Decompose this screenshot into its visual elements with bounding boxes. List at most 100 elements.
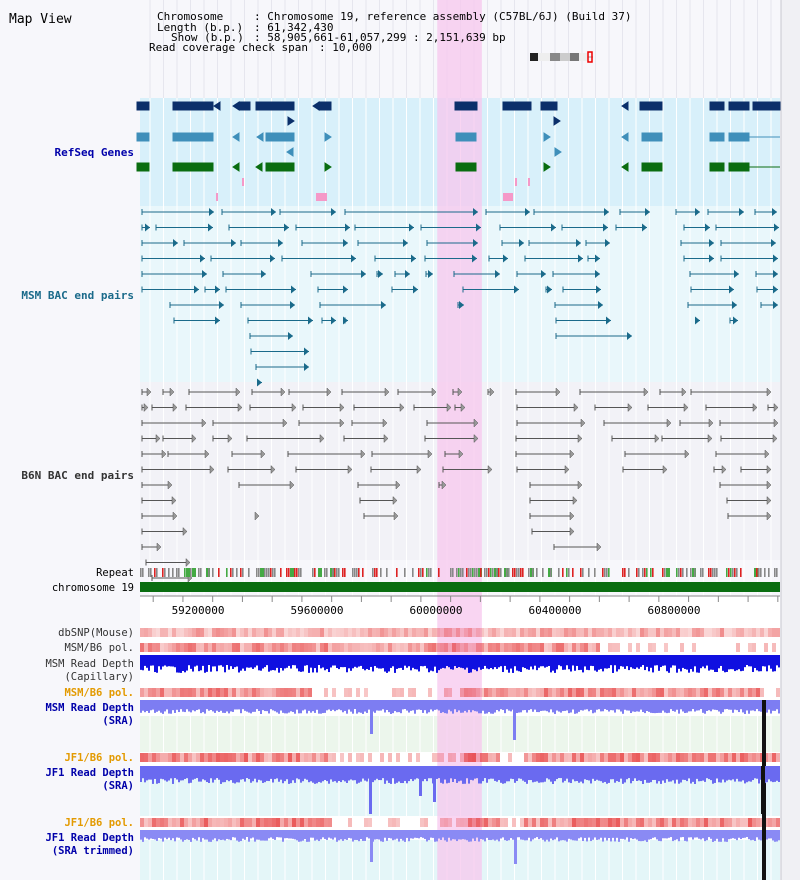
depth-bar[interactable] (198, 766, 200, 782)
depth-bar[interactable] (212, 655, 214, 667)
polymorphism-cell[interactable] (360, 643, 364, 652)
depth-bar[interactable] (154, 830, 156, 840)
polymorphism-cell[interactable] (684, 753, 688, 762)
bac-end-arrow[interactable] (209, 464, 215, 475)
depth-bar[interactable] (296, 655, 298, 669)
bac-end-arrow[interactable] (378, 270, 383, 278)
repeat-element[interactable] (628, 568, 630, 577)
bac-end-arrow[interactable] (732, 301, 737, 309)
polymorphism-cell[interactable] (212, 628, 216, 637)
polymorphism-cell[interactable] (596, 628, 600, 637)
repeat-element[interactable] (712, 568, 714, 577)
depth-bar[interactable] (604, 766, 606, 782)
depth-bar[interactable] (362, 766, 364, 779)
depth-bar[interactable] (772, 700, 774, 711)
polymorphism-cell[interactable] (592, 688, 596, 697)
depth-bar[interactable] (296, 766, 298, 779)
depth-bar[interactable] (746, 700, 748, 711)
polymorphism-cell[interactable] (764, 628, 768, 637)
depth-bar[interactable] (678, 830, 680, 842)
bac-end-arrow[interactable] (473, 418, 479, 428)
polymorphism-cell[interactable] (504, 688, 508, 697)
depth-bar[interactable] (262, 766, 264, 783)
polymorphism-cell[interactable] (336, 643, 340, 652)
depth-bar[interactable] (496, 700, 498, 710)
depth-bar[interactable] (494, 766, 496, 781)
polymorphism-cell[interactable] (640, 688, 644, 697)
polymorphism-cell[interactable] (616, 818, 620, 827)
depth-bar[interactable] (536, 830, 538, 838)
depth-bar[interactable] (720, 830, 722, 842)
polymorphism-cell[interactable] (208, 753, 212, 762)
polymorphism-cell[interactable] (532, 818, 536, 827)
depth-bar[interactable] (160, 766, 162, 779)
gene-feature[interactable] (728, 162, 750, 172)
polymorphism-cell[interactable] (584, 818, 588, 827)
repeat-element[interactable] (186, 568, 190, 577)
depth-bar[interactable] (566, 830, 568, 842)
depth-bar[interactable] (446, 700, 448, 714)
depth-bar[interactable] (592, 830, 594, 840)
depth-bar[interactable] (164, 700, 166, 712)
depth-bar[interactable] (752, 830, 754, 840)
repeat-element[interactable] (496, 568, 498, 577)
repeat-element[interactable] (472, 568, 474, 577)
depth-bar[interactable] (378, 700, 380, 711)
depth-bar[interactable] (406, 766, 408, 784)
depth-bar[interactable] (256, 830, 258, 840)
depth-bar[interactable] (416, 700, 418, 710)
polymorphism-cell[interactable] (436, 753, 440, 762)
depth-bar[interactable] (282, 655, 284, 671)
depth-bar[interactable] (294, 655, 296, 666)
repeat-element[interactable] (594, 568, 596, 577)
depth-bar[interactable] (468, 830, 470, 842)
depth-bar[interactable] (600, 766, 602, 782)
polymorphism-cell[interactable] (280, 818, 284, 827)
depth-bar[interactable] (660, 700, 662, 713)
bac-end-arrow[interactable] (569, 526, 575, 537)
gene-arrow[interactable] (286, 147, 294, 157)
polymorphism-cell[interactable] (404, 643, 408, 652)
polymorphism-cell[interactable] (548, 688, 552, 697)
depth-bar[interactable] (684, 655, 686, 669)
depth-bar[interactable] (306, 766, 308, 780)
depth-bar[interactable] (242, 700, 244, 710)
depth-bar[interactable] (758, 700, 760, 712)
polymorphism-cell[interactable] (640, 818, 644, 827)
depth-bar[interactable] (286, 655, 288, 668)
depth-bar[interactable] (454, 766, 456, 779)
polymorphism-cell[interactable] (328, 643, 332, 652)
polymorphism-cell[interactable] (708, 818, 712, 827)
depth-bar[interactable] (770, 655, 772, 669)
bac-end-arrow[interactable] (595, 270, 600, 278)
depth-bar[interactable] (726, 700, 728, 710)
depth-bar[interactable] (358, 830, 360, 842)
depth-bar[interactable] (198, 700, 200, 710)
depth-bar[interactable] (330, 655, 332, 668)
polymorphism-cell[interactable] (464, 628, 468, 637)
repeat-element[interactable] (268, 568, 270, 577)
polymorphism-cell[interactable] (608, 628, 612, 637)
polymorphism-cell[interactable] (520, 688, 524, 697)
depth-bar[interactable] (176, 655, 178, 673)
depth-bar[interactable] (644, 700, 646, 714)
polymorphism-cell[interactable] (296, 628, 300, 637)
polymorphism-cell[interactable] (276, 818, 280, 827)
repeat-element[interactable] (190, 568, 192, 577)
depth-bar[interactable] (218, 830, 220, 840)
polymorphism-cell[interactable] (268, 643, 272, 652)
depth-bar[interactable] (302, 655, 304, 672)
polymorphism-cell[interactable] (724, 688, 728, 697)
depth-bar[interactable] (160, 700, 162, 713)
repeat-element[interactable] (686, 568, 688, 577)
repeat-element[interactable] (758, 568, 760, 577)
depth-bar[interactable] (540, 766, 542, 783)
repeat-element[interactable] (542, 568, 544, 577)
bac-end-arrow[interactable] (495, 270, 500, 278)
depth-bar[interactable] (146, 655, 148, 668)
depth-spike[interactable] (514, 830, 517, 864)
repeat-element[interactable] (164, 568, 166, 577)
depth-bar[interactable] (368, 830, 370, 839)
depth-bar[interactable] (174, 830, 176, 842)
depth-bar[interactable] (714, 700, 716, 710)
